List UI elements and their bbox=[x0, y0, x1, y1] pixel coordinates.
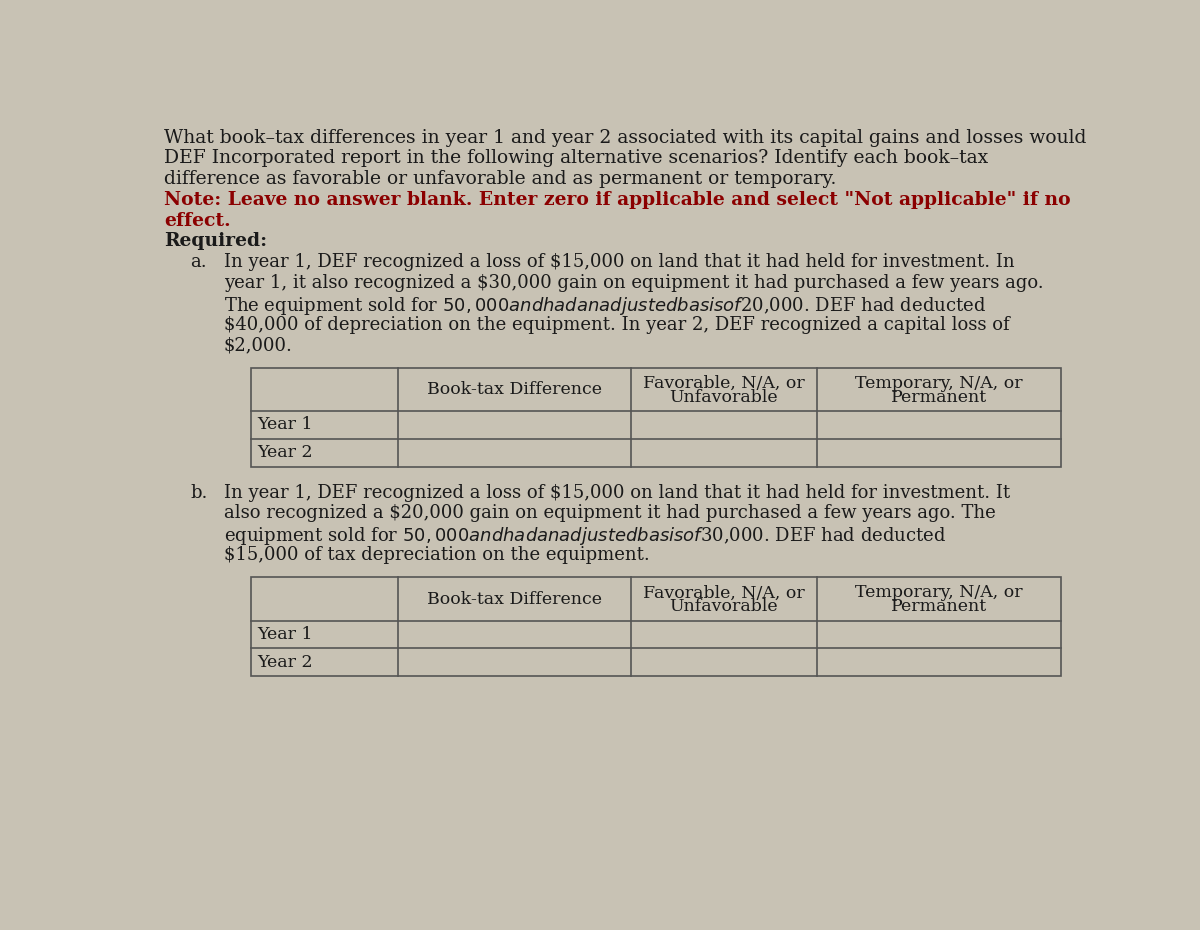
Text: Permanent: Permanent bbox=[890, 598, 986, 616]
Text: equipment sold for $50,000 and had an adjusted basis of $30,000. DEF had deducte: equipment sold for $50,000 and had an ad… bbox=[223, 525, 946, 547]
Text: $2,000.: $2,000. bbox=[223, 337, 293, 354]
Text: In year 1, DEF recognized a loss of $15,000 on land that it had held for investm: In year 1, DEF recognized a loss of $15,… bbox=[223, 253, 1014, 272]
Text: $40,000 of depreciation on the equipment. In year 2, DEF recognized a capital lo: $40,000 of depreciation on the equipment… bbox=[223, 315, 1009, 334]
Bar bbox=[251, 578, 1061, 676]
Text: a.: a. bbox=[191, 253, 206, 272]
Text: Favorable, N/A, or: Favorable, N/A, or bbox=[643, 584, 804, 602]
Text: b.: b. bbox=[191, 484, 208, 501]
Text: Year 1: Year 1 bbox=[257, 417, 312, 433]
Text: $15,000 of tax depreciation on the equipment.: $15,000 of tax depreciation on the equip… bbox=[223, 546, 649, 564]
Bar bbox=[251, 368, 1061, 467]
Text: Unfavorable: Unfavorable bbox=[670, 598, 778, 616]
Text: Unfavorable: Unfavorable bbox=[670, 389, 778, 405]
Text: Required:: Required: bbox=[164, 232, 268, 250]
Text: Book-tax Difference: Book-tax Difference bbox=[427, 591, 601, 607]
Text: Year 2: Year 2 bbox=[257, 654, 312, 671]
Text: Temporary, N/A, or: Temporary, N/A, or bbox=[854, 375, 1022, 392]
Text: Note: Leave no answer blank. Enter zero if applicable and select "Not applicable: Note: Leave no answer blank. Enter zero … bbox=[164, 191, 1070, 209]
Text: In year 1, DEF recognized a loss of $15,000 on land that it had held for investm: In year 1, DEF recognized a loss of $15,… bbox=[223, 484, 1009, 501]
Text: Permanent: Permanent bbox=[890, 389, 986, 405]
Text: Temporary, N/A, or: Temporary, N/A, or bbox=[854, 584, 1022, 602]
Text: Book-tax Difference: Book-tax Difference bbox=[427, 381, 601, 398]
Text: What book–tax differences in year 1 and year 2 associated with its capital gains: What book–tax differences in year 1 and … bbox=[164, 128, 1086, 147]
Text: effect.: effect. bbox=[164, 212, 230, 230]
Text: Favorable, N/A, or: Favorable, N/A, or bbox=[643, 375, 804, 392]
Text: DEF Incorporated report in the following alternative scenarios? Identify each bo: DEF Incorporated report in the following… bbox=[164, 150, 989, 167]
Text: also recognized a $20,000 gain on equipment it had purchased a few years ago. Th: also recognized a $20,000 gain on equipm… bbox=[223, 504, 995, 523]
Text: year 1, it also recognized a $30,000 gain on equipment it had purchased a few ye: year 1, it also recognized a $30,000 gai… bbox=[223, 274, 1043, 292]
Text: The equipment sold for $50,000 and had an adjusted basis of $20,000. DEF had ded: The equipment sold for $50,000 and had a… bbox=[223, 295, 985, 317]
Text: difference as favorable or unfavorable and as permanent or temporary.: difference as favorable or unfavorable a… bbox=[164, 170, 836, 188]
Text: Year 2: Year 2 bbox=[257, 445, 312, 461]
Text: Year 1: Year 1 bbox=[257, 626, 312, 643]
